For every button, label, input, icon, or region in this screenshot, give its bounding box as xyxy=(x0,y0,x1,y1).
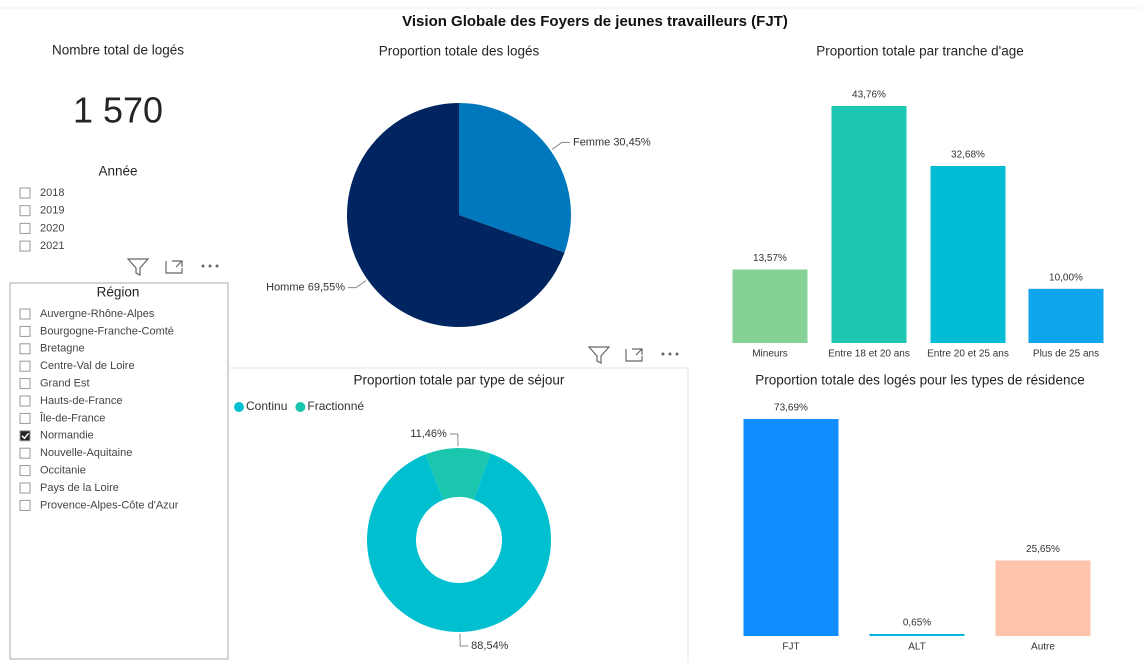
checkbox[interactable] xyxy=(19,205,31,217)
data-label: Homme 69,55% xyxy=(266,282,345,294)
chart-title: Proportion totale des logés pour les typ… xyxy=(755,373,1084,388)
checkbox[interactable] xyxy=(19,447,31,459)
bar xyxy=(995,560,1091,636)
data-label: 13,57% xyxy=(753,253,787,264)
slicer-item: Bourgogne-Franche-Comté xyxy=(40,325,174,337)
checkbox[interactable] xyxy=(19,412,31,424)
leader-line xyxy=(348,280,367,289)
leader-line xyxy=(551,141,570,150)
slice xyxy=(459,103,571,253)
legend-label: Continu xyxy=(246,399,287,413)
bar xyxy=(930,166,1006,343)
more-icon[interactable] xyxy=(661,352,679,356)
bar xyxy=(1028,288,1104,343)
data-label: 32,68% xyxy=(951,150,985,161)
slicer-item: Normandie xyxy=(40,430,94,442)
checkbox[interactable] xyxy=(19,360,31,372)
slice xyxy=(425,448,491,500)
x-tick-label: Entre 18 et 20 ans xyxy=(828,349,910,360)
chart-title: Proportion totale par type de séjour xyxy=(354,373,565,388)
checkbox[interactable] xyxy=(19,343,31,355)
kpi-value: 1 570 xyxy=(73,90,163,131)
checkbox[interactable] xyxy=(19,499,31,511)
bar xyxy=(869,634,965,636)
x-tick-label: Autre xyxy=(1031,642,1055,653)
data-label: 10,00% xyxy=(1049,272,1083,283)
checkbox[interactable] xyxy=(19,325,31,337)
chart-title: Proportion totale des logés xyxy=(379,44,540,59)
checkbox[interactable] xyxy=(19,222,31,234)
category-label: Homme xyxy=(266,282,305,294)
visual-icons xyxy=(126,258,679,364)
filter-icon[interactable] xyxy=(587,346,611,364)
leader-line xyxy=(459,633,469,647)
slicer-item: 2019 xyxy=(40,205,64,217)
focus-icon[interactable] xyxy=(625,348,643,362)
slicer-item: Grand Est xyxy=(40,378,90,390)
slicer-title: Région xyxy=(97,285,140,300)
data-label: 73,69% xyxy=(774,403,808,414)
value-label: 69,55% xyxy=(308,282,346,294)
checkbox[interactable] xyxy=(19,395,31,407)
bar xyxy=(831,106,907,343)
slicer-item: Bretagne xyxy=(40,343,85,355)
checkbox[interactable] xyxy=(19,308,31,320)
slicer-item: 2018 xyxy=(40,187,64,199)
checkbox[interactable] xyxy=(19,378,31,390)
x-tick-label: Entre 20 et 25 ans xyxy=(927,349,1009,360)
chart-title: Proportion totale par tranche d'age xyxy=(816,44,1023,59)
legend-swatch xyxy=(295,402,306,412)
slicer-item: Provence-Alpes-Côte d'Azur xyxy=(40,499,179,511)
focus-icon[interactable] xyxy=(165,260,183,274)
value-label: 30,45% xyxy=(613,136,651,148)
checkbox[interactable] xyxy=(19,187,31,199)
slice xyxy=(366,453,551,632)
slicer-item: 2021 xyxy=(40,240,64,252)
value-label: 11,46% xyxy=(410,428,447,440)
data-label: 88,54% xyxy=(471,640,509,652)
checkbox[interactable] xyxy=(19,482,31,494)
checkbox[interactable] xyxy=(19,240,31,252)
slicer-item: Nouvelle-Aquitaine xyxy=(40,447,132,459)
bar xyxy=(743,419,839,636)
bar xyxy=(732,269,808,343)
slicer-item: Occitanie xyxy=(40,465,86,477)
checkbox[interactable] xyxy=(19,465,31,477)
x-tick-label: ALT xyxy=(908,642,926,653)
slicer-item: Hauts-de-France xyxy=(40,395,123,407)
slicer-item: 2020 xyxy=(40,222,64,234)
slice xyxy=(347,103,565,327)
checkbox[interactable] xyxy=(19,430,31,442)
filter-icon[interactable] xyxy=(126,258,150,276)
slicer-item: Pays de la Loire xyxy=(40,482,119,494)
data-label: 25,65% xyxy=(1026,544,1060,555)
slicer-item: Auvergne-Rhône-Alpes xyxy=(40,308,155,320)
kpi-label: Nombre total de logés xyxy=(52,43,184,58)
page-title: Vision Globale des Foyers de jeunes trav… xyxy=(402,13,788,30)
slicer-title: Année xyxy=(98,164,137,179)
x-tick-label: FJT xyxy=(782,642,799,653)
legend-swatch xyxy=(234,402,244,412)
value-label: 88,54% xyxy=(471,640,509,652)
legend-label: Fractionné xyxy=(307,399,364,413)
slicer-item: Île-de-France xyxy=(39,411,105,424)
x-tick-label: Mineurs xyxy=(752,349,788,360)
region-slicer-frame xyxy=(9,282,229,660)
checkmark xyxy=(21,432,30,440)
slicer-item: Centre-Val de Loire xyxy=(40,360,135,372)
category-label: Femme xyxy=(573,136,610,148)
data-label: 0,65% xyxy=(903,618,931,629)
data-label: 43,76% xyxy=(852,90,886,101)
donut-panel-frame xyxy=(228,367,689,662)
data-label: 11,46% xyxy=(410,428,447,440)
data-label: Femme 30,45% xyxy=(573,136,651,148)
leader-line xyxy=(449,433,459,447)
x-tick-label: Plus de 25 ans xyxy=(1033,349,1099,360)
more-icon[interactable] xyxy=(201,264,219,268)
